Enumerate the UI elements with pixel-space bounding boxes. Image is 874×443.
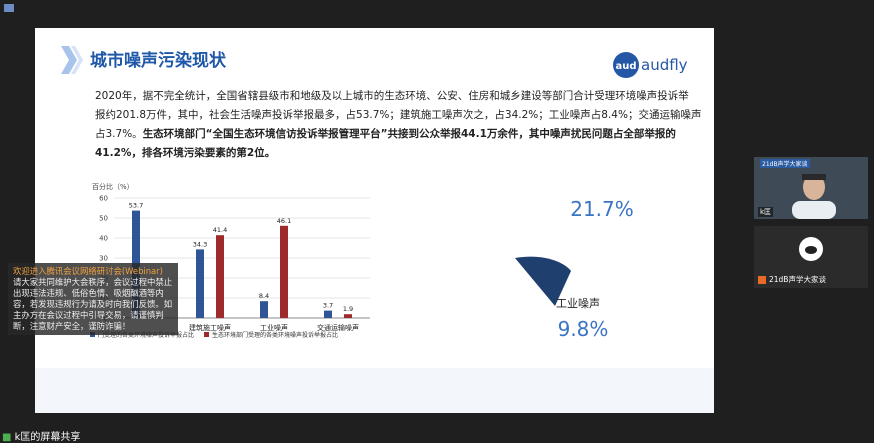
chevron xyxy=(61,46,77,74)
notice-line: 请大家共同维护大会秩序，会议过程中禁止 xyxy=(13,277,173,287)
paragraph-line: 2020年，据不完全统计，全国省辖县级市和地级及以上城市的生态环境、公安、住房和… xyxy=(95,90,689,102)
slide-title: 城市噪声污染现状 xyxy=(90,50,227,71)
video-banner: 21dB声学大家谈 xyxy=(760,159,810,168)
bar xyxy=(196,249,204,318)
y-tick-label: 40 xyxy=(99,235,108,243)
bar-value-label: 41.4 xyxy=(213,226,227,234)
paragraph-bold: 41.2%，排各环境污染要素的第2位。 xyxy=(95,147,276,159)
bar-value-label: 1.9 xyxy=(343,305,353,313)
participant-video[interactable]: 21dB声学大家谈 k匡 xyxy=(754,157,868,219)
bar-value-label: 8.4 xyxy=(259,292,269,300)
logo-circle xyxy=(613,52,639,78)
notice-line: 容，若发现违规行为请及时向我们反馈。如 xyxy=(13,299,173,309)
bar-value-label: 46.1 xyxy=(277,217,291,225)
notice-line: 出现违法违规、低俗色情、吸烟酗酒等内 xyxy=(13,288,164,298)
x-tick-label: 建筑施工噪声 xyxy=(189,323,231,332)
legend-label: 门受理的各类环境噪声投诉举报占比 xyxy=(98,331,194,339)
participant-name: k匡 xyxy=(758,207,774,217)
y-tick-label: 50 xyxy=(99,215,108,223)
paragraph-line: 占3.7%。生态环境部门“全国生态环境信访投诉举报管理平台”共接到公众举报44.… xyxy=(95,127,676,141)
share-text: k匡的屏幕共享 xyxy=(14,432,81,443)
bar xyxy=(324,310,332,318)
avatar xyxy=(799,237,823,261)
logo-mark: aud xyxy=(615,61,636,72)
participant-video[interactable]: 21dB声学大家谈 xyxy=(754,226,868,288)
chevron xyxy=(71,46,83,74)
notice-body: 请大家共同维护大会秩序，会议过程中禁止 出现违法违规、低俗色情、吸烟酗酒等内 容，若… xyxy=(13,277,173,332)
logo-name: audfly xyxy=(641,56,688,74)
pie-value: 21.7% xyxy=(570,197,634,221)
paragraph-line: 41.2%，排各环境污染要素的第2位。 xyxy=(95,146,275,160)
pie-segment-name: 工业噪声 xyxy=(556,296,600,310)
top-icon xyxy=(4,4,14,12)
bar-value-label: 53.7 xyxy=(129,202,143,210)
notice-line: 主办方在会议过程中引导交易，请谨慎判 xyxy=(13,310,164,320)
bar-value-label: 3.7 xyxy=(323,302,333,310)
share-label: ■ k匡的屏幕共享 xyxy=(2,432,81,443)
x-tick-label: 交通运输噪声 xyxy=(317,323,359,332)
y-axis-label: 百分比（%） xyxy=(92,182,134,191)
legend-label: 生态环境部门受理的各类环境噪声投诉举报占比 xyxy=(212,331,338,339)
bar-value-label: 34.3 xyxy=(193,240,207,248)
bar xyxy=(260,301,268,318)
bar xyxy=(216,235,224,318)
slide-footer xyxy=(35,368,714,413)
notice-line: 断，注意财产安全，谨防诈骗！ xyxy=(13,321,131,331)
legend-swatch xyxy=(204,332,210,337)
paragraph-bold: 生态环境部门“全国生态环境信访投诉举报管理平台”共接到公众举报44.1万余件，其… xyxy=(142,128,676,140)
participant-name: 21dB声学大家谈 xyxy=(758,274,826,285)
meeting-notice: 欢迎进入腾讯会议网络研讨会(Webinar) 请大家共同维护大会秩序，会议过程中… xyxy=(8,263,178,335)
person xyxy=(792,174,836,219)
participant-name-text: 21dB声学大家谈 xyxy=(769,275,826,284)
bar xyxy=(280,225,288,318)
y-tick-label: 30 xyxy=(99,255,108,263)
paragraph-text: 占3.7%。 xyxy=(95,128,143,140)
slide-canvas: 城市噪声污染现状 aud audfly 21.7% 工业噪声 9.8% xyxy=(35,46,714,413)
bar xyxy=(344,314,352,318)
pie-segment xyxy=(515,256,571,306)
notice-heading: 欢迎进入腾讯会议网络研讨会(Webinar) xyxy=(13,266,163,276)
pie-value: 9.8% xyxy=(558,317,609,341)
x-tick-label: 工业噪声 xyxy=(260,323,288,332)
y-tick-label: 60 xyxy=(99,195,108,203)
paragraph-line: 报约201.8万件，其中，社会生活噪声投诉举报最多，占53.7%；建筑施工噪声次… xyxy=(95,109,702,121)
